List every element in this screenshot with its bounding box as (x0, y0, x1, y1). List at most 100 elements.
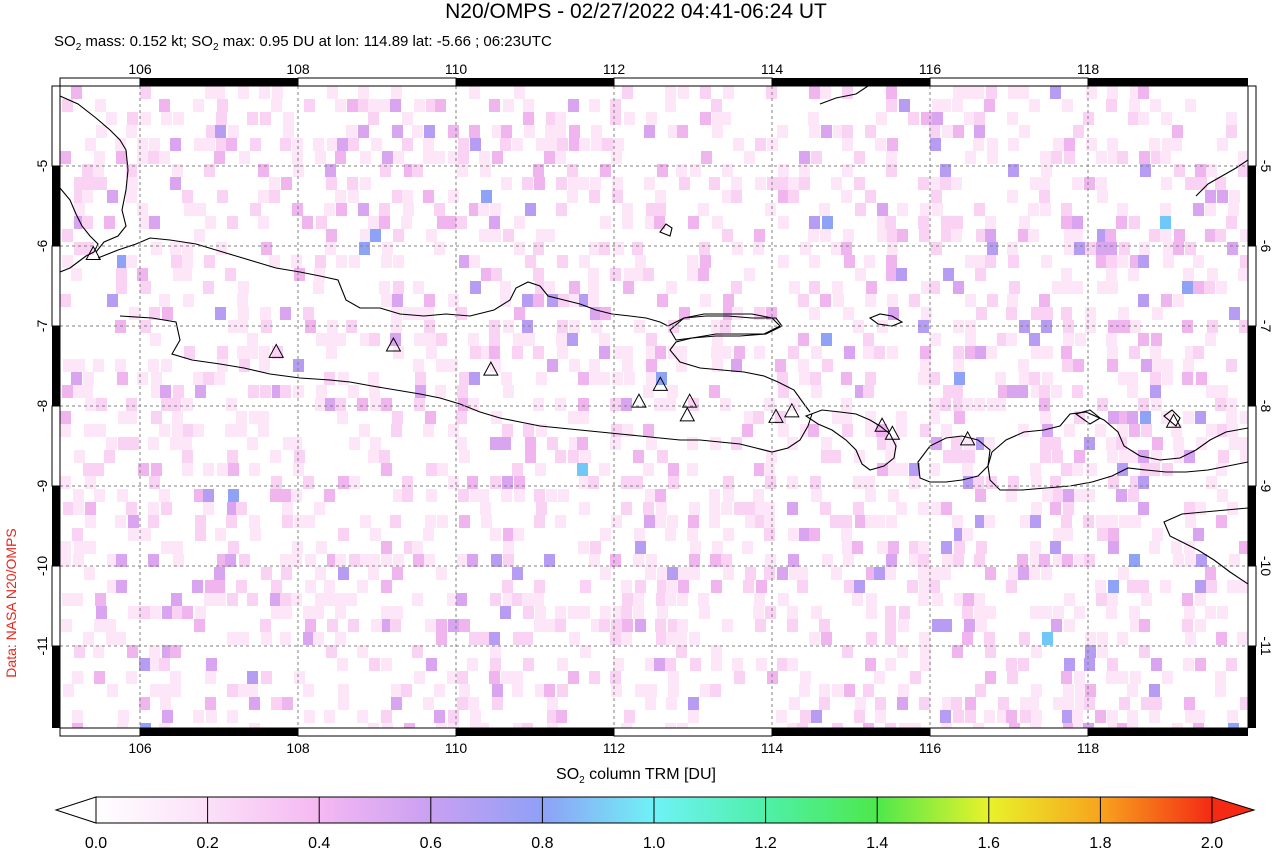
so2-pixel (489, 346, 500, 359)
so2-pixel (874, 567, 885, 580)
so2-pixel (95, 593, 106, 606)
so2-pixel (1042, 346, 1053, 359)
so2-pixel (1217, 385, 1228, 398)
so2-pixel (810, 476, 821, 489)
so2-pixel (237, 294, 248, 307)
so2-pixel (500, 606, 511, 619)
so2-pixel (172, 606, 183, 619)
so2-pixel (544, 554, 555, 567)
so2-pixel (247, 437, 258, 450)
so2-pixel (523, 606, 534, 619)
so2-pixel (830, 515, 841, 528)
so2-pixel (1239, 541, 1248, 554)
so2-pixel (1138, 86, 1149, 99)
so2-pixel (214, 86, 225, 99)
so2-pixel (73, 554, 84, 567)
so2-pixel (885, 632, 896, 645)
so2-pixel (929, 281, 940, 294)
so2-pixel (602, 138, 613, 151)
so2-pixel (522, 593, 533, 606)
so2-pixel (193, 99, 204, 112)
so2-pixel (722, 190, 733, 203)
so2-pixel (1063, 333, 1074, 346)
so2-pixel (579, 138, 590, 151)
so2-pixel (687, 255, 698, 268)
so2-pixel (148, 515, 159, 528)
so2-pixel (787, 658, 798, 671)
so2-pixel (929, 125, 940, 138)
so2-pixel (590, 307, 601, 320)
so2-pixel (610, 112, 621, 125)
so2-pixel (215, 307, 226, 320)
so2-pixel (1195, 658, 1206, 671)
so2-pixel (855, 697, 866, 710)
so2-pixel (887, 229, 898, 242)
so2-pixel (764, 567, 775, 580)
so2-pixel (392, 125, 403, 138)
so2-pixel (1196, 437, 1207, 450)
so2-pixel (436, 632, 447, 645)
so2-pixel (567, 164, 578, 177)
so2-pixel (1118, 567, 1129, 580)
so2-pixel (787, 476, 798, 489)
so2-pixel (195, 606, 206, 619)
so2-pixel (1018, 567, 1029, 580)
so2-pixel (580, 450, 591, 463)
colorbar-tick-label: 0.2 (196, 835, 218, 852)
so2-pixel (852, 593, 863, 606)
so2-pixel (1152, 528, 1163, 541)
so2-pixel (954, 593, 965, 606)
so2-pixel (963, 593, 974, 606)
so2-pixel (316, 541, 327, 554)
so2-pixel (764, 515, 775, 528)
so2-pixel (809, 216, 820, 229)
so2-pixel (107, 190, 118, 203)
so2-pixel (1030, 541, 1041, 554)
so2-pixel (260, 307, 271, 320)
so2-pixel (325, 398, 336, 411)
so2-pixel (676, 645, 687, 658)
so2-pixel (73, 489, 84, 502)
so2-pixel (457, 697, 468, 710)
so2-pixel (1195, 502, 1206, 515)
so2-pixel (217, 463, 228, 476)
so2-pixel (173, 385, 184, 398)
so2-pixel (1183, 411, 1194, 424)
so2-pixel (500, 437, 511, 450)
so2-pixel (184, 203, 195, 216)
so2-pixel (381, 658, 392, 671)
so2-pixel (789, 697, 800, 710)
so2-pixel (645, 216, 656, 229)
so2-pixel (1008, 476, 1019, 489)
so2-pixel (591, 125, 602, 138)
lon-label-top: 116 (919, 61, 942, 77)
lon-label-top: 110 (445, 61, 468, 77)
so2-pixel (987, 242, 998, 255)
so2-pixel (1228, 723, 1239, 728)
so2-pixel (941, 619, 952, 632)
colorbar: 0.0 0.2 0.4 0.6 0.8 1.0 1.2 1.4 1.6 1.8 … (54, 796, 1256, 852)
so2-pixel (1183, 658, 1194, 671)
so2-pixel (423, 528, 434, 541)
so2-pixel (974, 554, 985, 567)
sulawesi-coast (1195, 159, 1248, 197)
so2-pixel (490, 437, 501, 450)
so2-pixel (83, 372, 94, 385)
so2-pixel (613, 346, 624, 359)
so2-pixel (1174, 164, 1185, 177)
so2-pixel (668, 346, 679, 359)
so2-pixel (381, 606, 392, 619)
so2-pixel (425, 619, 436, 632)
so2-pixel (778, 164, 789, 177)
so2-pixel (370, 229, 381, 242)
so2-pixel (326, 346, 337, 359)
so2-pixel (1061, 515, 1072, 528)
so2-pixel (1031, 476, 1042, 489)
so2-pixel (974, 203, 985, 216)
so2-pixel (610, 632, 621, 645)
so2-pixel (1149, 710, 1160, 723)
so2-pixel (247, 346, 258, 359)
so2-pixel (437, 463, 448, 476)
so2-pixel (1073, 723, 1084, 728)
so2-pixel (93, 645, 104, 658)
